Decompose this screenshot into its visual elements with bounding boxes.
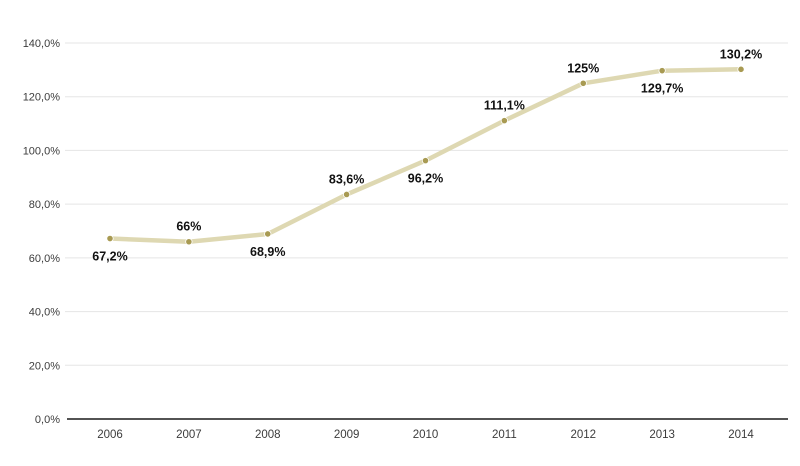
data-point — [421, 157, 430, 165]
y-axis-tick-label: 60,0% — [29, 253, 60, 265]
y-axis-tick-label: 140,0% — [23, 38, 61, 50]
data-point-label: 125% — [567, 61, 599, 75]
y-axis-tick-label: 80,0% — [29, 199, 60, 211]
y-axis-tick-label: 40,0% — [29, 307, 60, 319]
x-axis-tick-label: 2014 — [728, 429, 754, 441]
data-point-label: 83,6% — [329, 172, 364, 186]
x-axis-tick-label: 2011 — [492, 429, 517, 441]
x-axis-tick-label: 2007 — [176, 429, 202, 441]
data-point — [500, 117, 508, 125]
x-axis-tick-label: 2006 — [97, 429, 123, 441]
data-point — [658, 67, 666, 75]
y-axis-tick-label: 100,0% — [23, 145, 61, 157]
y-axis-tick-label: 0,0% — [35, 414, 60, 426]
x-axis-tick-label: 2008 — [255, 429, 281, 441]
data-point — [185, 238, 193, 246]
x-axis-tick-label: 2012 — [570, 429, 596, 441]
data-point — [579, 79, 587, 87]
data-point — [343, 190, 351, 199]
data-point — [106, 234, 114, 243]
data-point — [737, 65, 745, 73]
y-axis-tick-label: 120,0% — [23, 92, 61, 104]
data-point-label: 129,7% — [641, 82, 683, 96]
data-point-label: 96,2% — [408, 172, 443, 186]
data-point-label: 68,9% — [250, 245, 285, 259]
data-point-label: 111,1% — [484, 99, 525, 113]
data-point-label: 66% — [176, 220, 201, 234]
x-axis-tick-label: 2009 — [334, 429, 360, 441]
data-point — [264, 230, 272, 238]
x-axis-tick-label: 2013 — [649, 429, 675, 441]
y-axis-tick-label: 20,0% — [29, 360, 60, 372]
x-axis-tick-label: 2010 — [413, 429, 439, 441]
data-point-label: 67,2% — [92, 250, 127, 264]
data-point-label: 130,2% — [720, 47, 762, 61]
